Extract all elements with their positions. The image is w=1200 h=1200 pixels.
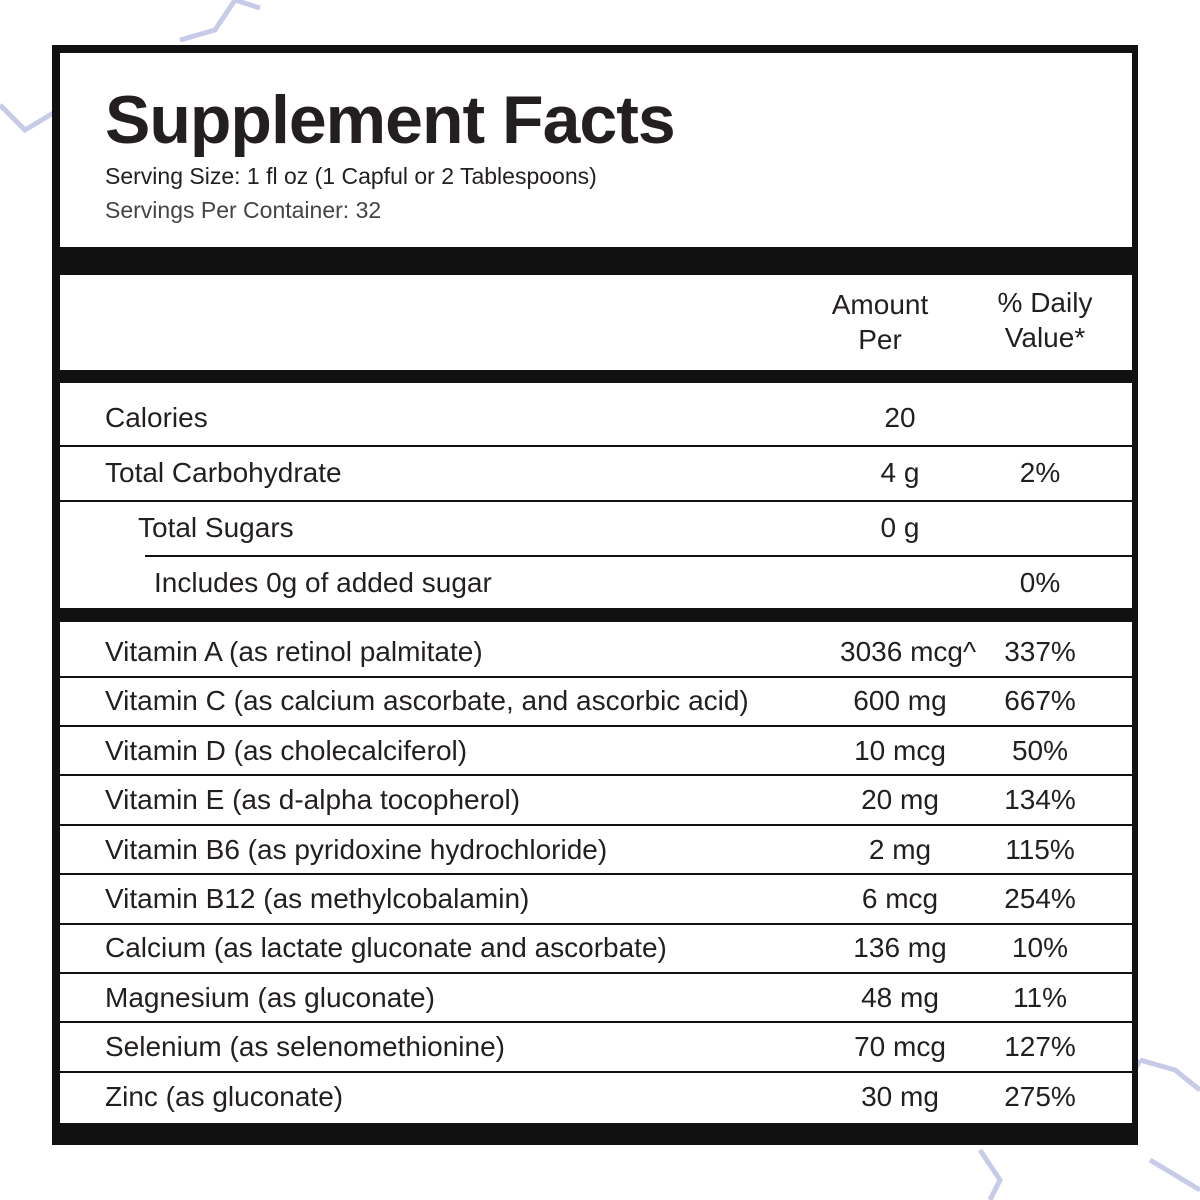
- daily-value: 134%: [1004, 784, 1076, 816]
- table-row: Calcium (as lactate gluconate and ascorb…: [60, 932, 1132, 975]
- table-row: Selenium (as selenomethionine) 70 mcg 127%: [60, 1031, 1132, 1073]
- nutrient-name: Includes 0g of added sugar: [154, 567, 492, 598]
- table-row: Zinc (as gluconate) 30 mg 275%: [60, 1081, 1132, 1112]
- serving-size: Serving Size: 1 fl oz (1 Capful or 2 Tab…: [105, 163, 597, 189]
- amount: 10 mcg: [854, 734, 946, 766]
- row-divider: [60, 922, 1132, 925]
- daily-value-header: % Daily Value*: [997, 287, 1093, 353]
- daily-value: 127%: [1004, 1031, 1076, 1063]
- nutrient-name: Total Carbohydrate: [105, 457, 342, 488]
- nutrient-name: Vitamin C (as calcium ascorbate, and asc…: [105, 685, 749, 717]
- nutrient-name: Vitamin E (as d-alpha tocopherol): [105, 784, 521, 816]
- nutrient-name: Vitamin B6 (as pyridoxine hydrochloride): [105, 833, 608, 865]
- column-header-panel: Amount Per % Daily Value*: [60, 275, 1132, 370]
- amount: 3036 mcg^: [840, 636, 977, 667]
- amount: 30 mg: [861, 1080, 939, 1112]
- daily-value: 0%: [1019, 567, 1061, 598]
- title-panel: Supplement Facts Serving Size: 1 fl oz (…: [60, 53, 1132, 247]
- table-row: Calories 20: [60, 402, 1132, 447]
- amount: 4 g: [880, 457, 920, 488]
- table-row: Vitamin C (as calcium ascorbate, and asc…: [60, 685, 1132, 728]
- nutrient-name: Calcium (as lactate gluconate and ascorb…: [105, 932, 667, 964]
- nutrient-name: Total Sugars: [138, 512, 294, 543]
- amount: 6 mcg: [861, 883, 939, 914]
- row-divider: [60, 972, 1132, 975]
- row-divider: [145, 554, 1132, 557]
- vitamins-panel: Vitamin A (as retinol palmitate) 3036 mcg…: [60, 622, 1132, 1123]
- row-divider: [60, 444, 1132, 447]
- nutrient-name: Zinc (as gluconate): [105, 1080, 344, 1112]
- servings-per-container: Servings Per Container: 32: [105, 197, 382, 223]
- daily-value: 50%: [1011, 734, 1069, 766]
- amount: 70 mcg: [854, 1031, 946, 1063]
- daily-value: 2%: [1019, 457, 1061, 488]
- row-divider: [60, 774, 1132, 777]
- amount: 20: [884, 402, 916, 433]
- amount: 48 mg: [861, 981, 939, 1013]
- row-divider: [60, 873, 1132, 876]
- table-row: Total Sugars 0 g: [60, 512, 1132, 557]
- nutrient-name: Calories: [105, 402, 208, 433]
- nutrient-name: Vitamin D (as cholecalciferol): [105, 734, 468, 766]
- table-row: Vitamin B6 (as pyridoxine hydrochloride)…: [60, 834, 1132, 876]
- daily-value: 10%: [1011, 932, 1069, 964]
- daily-value: 11%: [1013, 981, 1067, 1013]
- daily-value: 337%: [1004, 636, 1076, 667]
- table-row: Vitamin D (as cholecalciferol) 10 mcg 50%: [60, 735, 1132, 777]
- amount: 0 g: [880, 512, 920, 543]
- daily-value: 275%: [1004, 1080, 1076, 1112]
- nutrient-name: Selenium (as selenomethionine): [105, 1031, 505, 1063]
- amount: 2 mg: [868, 833, 932, 865]
- row-divider: [60, 675, 1132, 678]
- supplement-facts-label: Supplement Facts Serving Size: 1 fl oz (…: [52, 45, 1138, 1145]
- row-divider: [60, 1070, 1132, 1073]
- table-row: Vitamin B12 (as methylcobalamin) 6 mcg 254…: [60, 883, 1132, 925]
- table-row: Magnesium (as gluconate) 48 mg 11%: [60, 982, 1132, 1024]
- daily-value: 667%: [1004, 685, 1076, 717]
- row-divider: [60, 823, 1132, 826]
- row-divider: [60, 1021, 1132, 1024]
- daily-value: 254%: [1004, 883, 1076, 914]
- table-row: Vitamin A (as retinol palmitate) 3036 mcg…: [60, 636, 1132, 678]
- table-row: Vitamin E (as d-alpha tocopherol) 20 mg 13…: [60, 784, 1132, 826]
- table-row: Includes 0g of added sugar 0%: [60, 567, 1132, 598]
- daily-value: 115%: [1005, 833, 1075, 865]
- nutrient-name: Vitamin A (as retinol palmitate): [105, 636, 483, 667]
- amount: 600 mg: [853, 685, 947, 717]
- amount: 136 mg: [853, 932, 947, 964]
- macros-panel: Calories 20 Total Carbohydrate 4 g 2% Total S…: [60, 383, 1132, 608]
- row-divider: [60, 725, 1132, 728]
- nutrient-name: Vitamin B12 (as methylcobalamin): [105, 883, 530, 914]
- title: Supplement Facts: [105, 82, 676, 158]
- nutrient-name: Magnesium (as gluconate): [105, 981, 435, 1013]
- row-divider: [60, 499, 1132, 502]
- table-row: Total Carbohydrate 4 g 2%: [60, 457, 1132, 502]
- amount: 20 mg: [861, 784, 939, 816]
- amount-header: Amount Per: [831, 289, 929, 355]
